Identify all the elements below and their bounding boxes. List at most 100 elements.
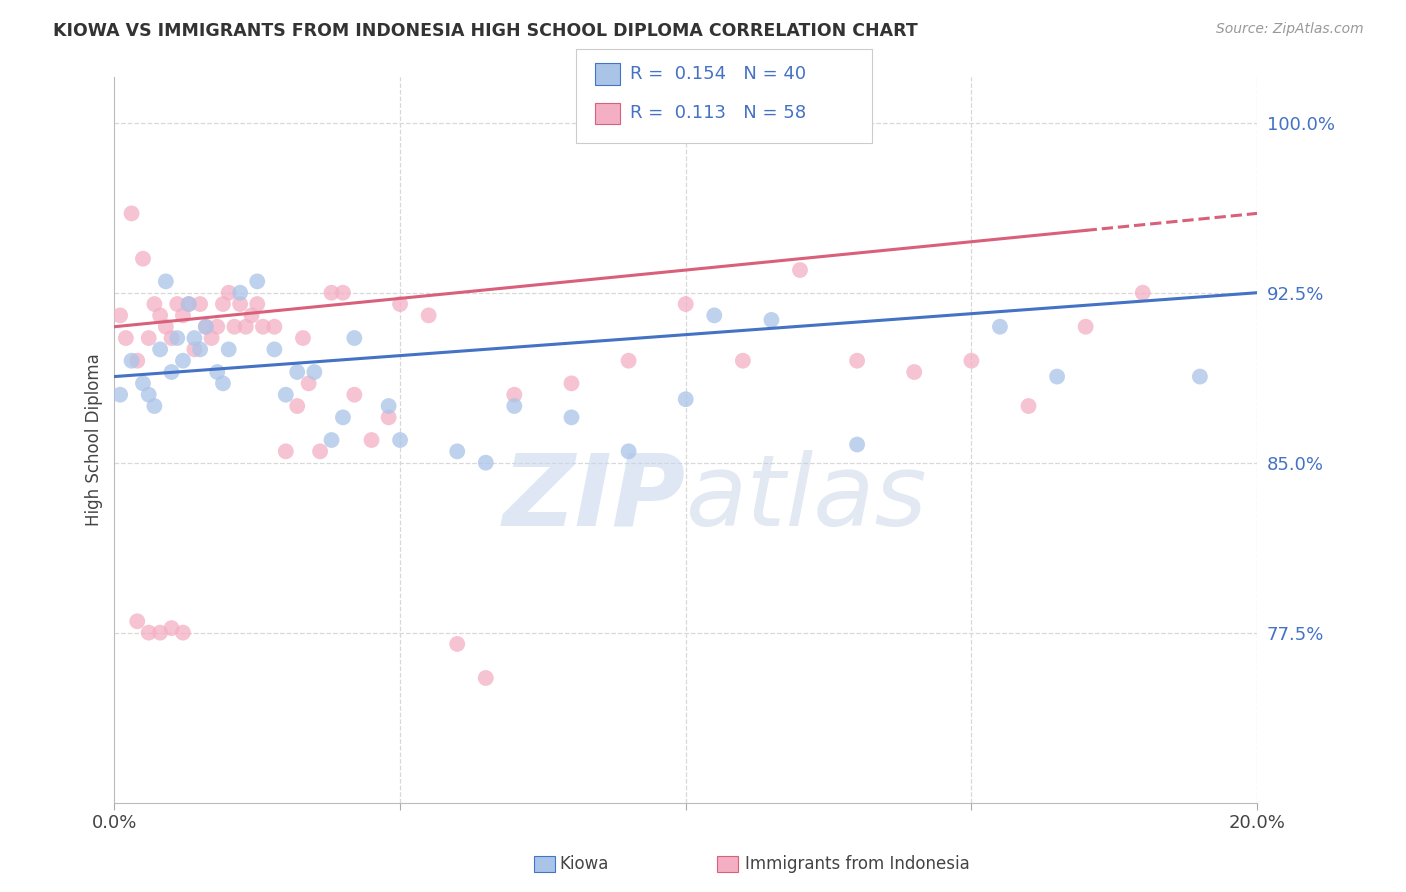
- Point: [903, 365, 925, 379]
- Point: [224, 319, 246, 334]
- Point: [321, 285, 343, 300]
- Text: R =  0.154   N = 40: R = 0.154 N = 40: [630, 65, 806, 83]
- Point: [389, 297, 412, 311]
- Point: [960, 353, 983, 368]
- Point: [155, 319, 177, 334]
- Text: Source: ZipAtlas.com: Source: ZipAtlas.com: [1216, 22, 1364, 37]
- Point: [172, 353, 194, 368]
- Point: [207, 365, 229, 379]
- Point: [229, 285, 252, 300]
- Point: [177, 297, 200, 311]
- Point: [846, 353, 869, 368]
- Point: [332, 285, 354, 300]
- Point: [229, 297, 252, 311]
- Point: [285, 365, 308, 379]
- Point: [108, 387, 131, 401]
- Point: [703, 309, 725, 323]
- Point: [1188, 369, 1211, 384]
- Text: Immigrants from Indonesia: Immigrants from Indonesia: [745, 855, 970, 873]
- Point: [246, 297, 269, 311]
- Point: [121, 206, 143, 220]
- Point: [560, 410, 582, 425]
- Point: [675, 297, 697, 311]
- Point: [200, 331, 222, 345]
- Point: [177, 297, 200, 311]
- Point: [263, 343, 285, 357]
- Point: [1132, 285, 1154, 300]
- Point: [212, 297, 235, 311]
- Point: [115, 331, 138, 345]
- Point: [218, 285, 240, 300]
- Point: [377, 399, 399, 413]
- Point: [149, 625, 172, 640]
- Point: [138, 625, 160, 640]
- Point: [298, 376, 321, 391]
- Point: [194, 319, 217, 334]
- Point: [172, 309, 194, 323]
- Point: [207, 319, 229, 334]
- Point: [138, 331, 160, 345]
- Point: [321, 433, 343, 447]
- Point: [304, 365, 326, 379]
- Point: [166, 297, 188, 311]
- Point: [389, 433, 412, 447]
- Point: [194, 319, 217, 334]
- Point: [617, 444, 640, 458]
- Point: [503, 387, 526, 401]
- Y-axis label: High School Diploma: High School Diploma: [86, 353, 103, 526]
- Point: [183, 331, 205, 345]
- Point: [166, 331, 188, 345]
- Text: ZIP: ZIP: [503, 450, 686, 547]
- Point: [285, 399, 308, 413]
- Point: [149, 343, 172, 357]
- Point: [343, 387, 366, 401]
- Point: [988, 319, 1011, 334]
- Point: [218, 343, 240, 357]
- Point: [846, 437, 869, 451]
- Point: [418, 309, 440, 323]
- Point: [474, 671, 496, 685]
- Point: [675, 392, 697, 407]
- Point: [1046, 369, 1069, 384]
- Text: atlas: atlas: [686, 450, 928, 547]
- Point: [160, 331, 183, 345]
- Point: [1074, 319, 1097, 334]
- Point: [291, 331, 314, 345]
- Point: [560, 376, 582, 391]
- Text: Kiowa: Kiowa: [560, 855, 609, 873]
- Point: [446, 637, 468, 651]
- Point: [263, 319, 285, 334]
- Point: [343, 331, 366, 345]
- Point: [446, 444, 468, 458]
- Point: [360, 433, 382, 447]
- Point: [121, 353, 143, 368]
- Point: [138, 387, 160, 401]
- Point: [132, 376, 155, 391]
- Point: [108, 309, 131, 323]
- Point: [252, 319, 274, 334]
- Point: [188, 297, 211, 311]
- Point: [160, 365, 183, 379]
- Point: [274, 387, 297, 401]
- Point: [143, 297, 166, 311]
- Point: [731, 353, 754, 368]
- Point: [274, 444, 297, 458]
- Point: [474, 456, 496, 470]
- Point: [160, 621, 183, 635]
- Point: [377, 410, 399, 425]
- Point: [246, 274, 269, 288]
- Point: [235, 319, 257, 334]
- Point: [503, 399, 526, 413]
- Point: [188, 343, 211, 357]
- Point: [127, 615, 149, 629]
- Point: [789, 263, 811, 277]
- Point: [212, 376, 235, 391]
- Point: [617, 353, 640, 368]
- Point: [240, 309, 263, 323]
- Point: [155, 274, 177, 288]
- Point: [332, 410, 354, 425]
- Point: [149, 309, 172, 323]
- Point: [1018, 399, 1040, 413]
- Point: [309, 444, 332, 458]
- Point: [172, 625, 194, 640]
